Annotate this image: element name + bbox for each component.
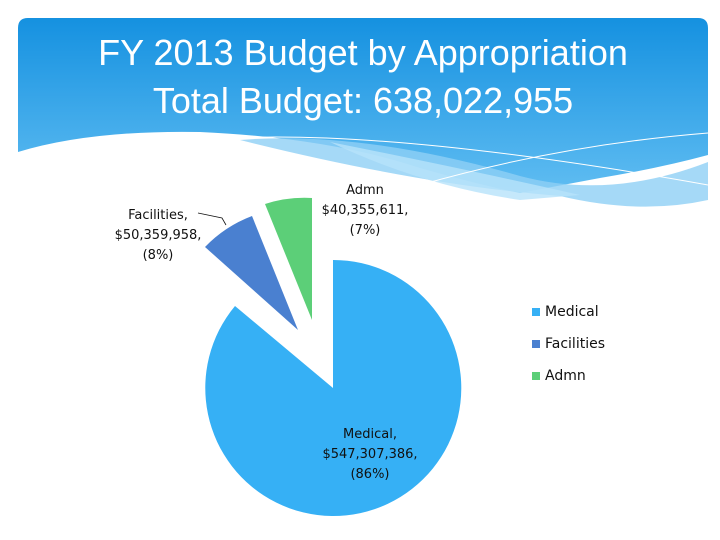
legend-item-facilities[interactable]: Facilities	[532, 328, 605, 360]
legend-label: Admn	[545, 368, 586, 384]
legend-label: Facilities	[545, 336, 605, 352]
pie-slice-facilities[interactable]	[205, 216, 298, 330]
label-line: $40,355,611,	[321, 203, 409, 218]
legend-item-medical[interactable]: Medical	[532, 296, 605, 328]
legend-swatch-facilities-icon	[532, 340, 540, 348]
slide-subtitle: Total Budget: 638,022,955	[152, 80, 574, 121]
leader-line-facilities	[197, 212, 227, 226]
pie-slice-medical[interactable]	[205, 259, 462, 516]
slide-title: FY 2013 Budget by Appropriation	[98, 32, 628, 73]
label-line: Admn	[346, 183, 384, 198]
label-line: (8%)	[142, 248, 174, 263]
chart-legend: Medical Facilities Admn	[532, 296, 605, 392]
data-label-facilities: Facilities, $50,359,958, (8%)	[108, 206, 208, 266]
label-line: $50,359,958,	[114, 228, 202, 243]
label-line: (86%)	[350, 467, 390, 482]
legend-swatch-admn-icon	[532, 372, 540, 380]
pie-slice-admn[interactable]	[265, 197, 312, 320]
data-label-medical: Medical, $547,307,386, (86%)	[315, 425, 425, 485]
legend-item-admn[interactable]: Admn	[532, 360, 605, 392]
title-banner	[18, 18, 709, 207]
label-line: Medical,	[343, 427, 397, 442]
label-line: (7%)	[349, 223, 381, 238]
data-label-admn: Admn $40,355,611, (7%)	[310, 181, 420, 241]
label-line: $547,307,386,	[322, 447, 418, 462]
legend-label: Medical	[545, 304, 599, 320]
label-line: Facilities,	[128, 208, 188, 223]
legend-swatch-medical-icon	[532, 308, 540, 316]
